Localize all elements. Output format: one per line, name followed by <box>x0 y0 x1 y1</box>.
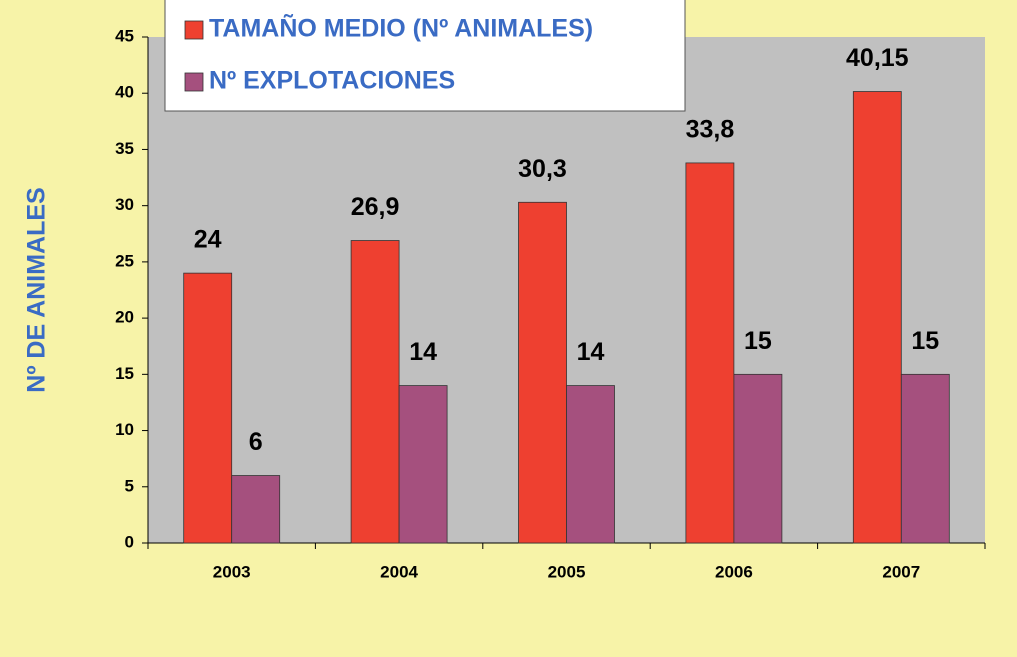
bar <box>733 373 783 544</box>
legend-label: TAMAÑO MEDIO (Nº ANIMALES) <box>209 13 593 43</box>
bar <box>566 385 615 544</box>
legend-box <box>164 0 686 112</box>
y-tick-label: 30 <box>115 195 134 214</box>
y-tick-label: 5 <box>125 476 134 495</box>
legend-swatch <box>184 72 204 92</box>
y-tick-label: 25 <box>115 251 134 270</box>
data-label: 15 <box>911 327 939 355</box>
x-tick-label: 2006 <box>715 562 753 581</box>
data-label: 6 <box>249 428 263 456</box>
bar <box>398 385 448 544</box>
bar <box>852 91 902 544</box>
x-tick-label: 2004 <box>380 562 418 581</box>
y-tick-label: 20 <box>115 308 134 327</box>
bar <box>900 373 950 544</box>
data-label: 14 <box>577 338 605 366</box>
y-tick-label: 40 <box>115 83 134 102</box>
y-tick-label: 0 <box>125 532 134 551</box>
x-tick-label: 2007 <box>882 562 920 581</box>
x-tick-label: 2005 <box>548 562 586 581</box>
data-label: 33,8 <box>686 116 735 144</box>
bar <box>183 272 233 544</box>
data-label: 15 <box>744 327 772 355</box>
legend-swatch <box>184 20 204 40</box>
y-tick-label: 35 <box>115 139 134 158</box>
data-label: 14 <box>409 338 437 366</box>
y-tick-label: 45 <box>115 26 134 45</box>
bar <box>231 475 281 544</box>
data-label: 30,3 <box>518 155 567 183</box>
bar <box>518 201 567 544</box>
legend-label: Nº EXPLOTACIONES <box>209 67 455 95</box>
y-tick-label: 10 <box>115 420 134 439</box>
bar <box>350 240 400 544</box>
y-axis-label: Nº DE ANIMALES <box>23 187 51 392</box>
data-label: 26,9 <box>351 193 400 221</box>
data-label: 24 <box>194 226 222 254</box>
bar <box>685 162 735 544</box>
x-tick-label: 2003 <box>213 562 251 581</box>
data-label: 40,15 <box>846 44 909 72</box>
y-tick-label: 15 <box>115 364 134 383</box>
